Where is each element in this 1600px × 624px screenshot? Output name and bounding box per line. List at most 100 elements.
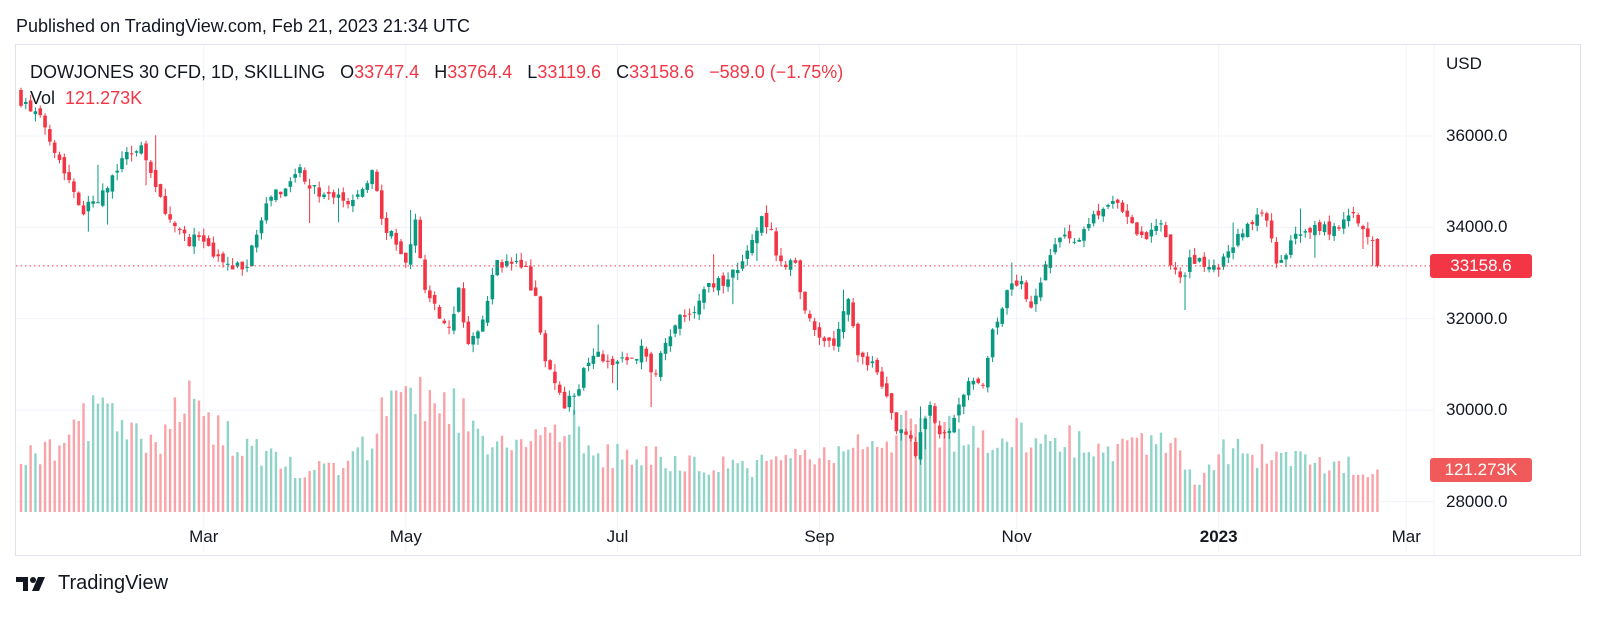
candle-body — [610, 358, 615, 366]
candle — [1221, 253, 1226, 270]
candle-body — [163, 195, 168, 214]
candle — [668, 329, 673, 352]
candle-body — [846, 298, 851, 315]
candle-body — [933, 406, 937, 423]
candle — [375, 169, 379, 192]
volume-bar — [1356, 474, 1360, 512]
volume-bar — [630, 464, 634, 512]
candle — [404, 252, 408, 269]
volume-bar — [621, 459, 624, 512]
volume-bar — [467, 431, 470, 512]
candle — [1159, 219, 1163, 232]
candle — [716, 276, 721, 296]
candle — [976, 377, 980, 385]
candle-body — [654, 373, 658, 375]
volume-bar — [188, 380, 191, 512]
candle — [654, 369, 658, 377]
candle — [274, 188, 278, 203]
candle-body — [759, 216, 764, 233]
volume-bar — [991, 449, 994, 512]
candle — [856, 322, 860, 363]
volume-bar — [866, 446, 869, 512]
volume-bar — [659, 456, 662, 512]
volume-bars — [19, 376, 1379, 512]
volume-bar — [1241, 453, 1244, 512]
candle — [649, 351, 653, 408]
volume-bar — [678, 470, 682, 512]
candle — [947, 428, 952, 439]
candle — [1168, 234, 1173, 270]
candle — [1067, 224, 1072, 244]
volume-bar — [289, 456, 292, 512]
volume-bar — [48, 439, 52, 512]
volume-bar — [255, 439, 258, 512]
candle-body — [649, 353, 653, 373]
volume-bar — [1352, 474, 1355, 512]
volume-bar — [904, 410, 908, 512]
candle-body — [201, 235, 206, 242]
volume-legend: Vol 121.273K — [30, 88, 142, 109]
candle-body — [307, 185, 312, 189]
candle — [562, 386, 567, 409]
candle — [28, 94, 33, 112]
candle — [437, 304, 442, 319]
candle — [259, 217, 264, 240]
candle-body — [125, 151, 129, 160]
volume-bar — [1053, 437, 1057, 512]
volume-bar — [587, 445, 590, 512]
volume-bar — [120, 420, 124, 512]
candle — [788, 258, 793, 277]
candle — [149, 159, 153, 179]
volume-bar — [149, 434, 153, 512]
candle — [1202, 252, 1207, 272]
candle — [336, 188, 341, 223]
volume-bar — [702, 472, 706, 512]
candle-body — [365, 183, 370, 190]
volume-bar — [505, 447, 509, 512]
candle-body — [1236, 234, 1240, 246]
candle-body — [1332, 226, 1336, 237]
candle — [206, 235, 211, 247]
volume-bar — [327, 462, 331, 512]
candle — [456, 287, 461, 313]
candles — [19, 87, 1380, 465]
candle-body — [375, 171, 379, 191]
volume-bar — [135, 423, 138, 512]
candle-body — [370, 170, 374, 185]
tradingview-logo[interactable]: TradingView — [16, 572, 168, 595]
candle-body — [817, 327, 822, 338]
candle — [177, 227, 182, 235]
candle-body — [1279, 260, 1284, 263]
tradingview-logo-icon — [16, 576, 45, 591]
volume-bar — [1001, 438, 1004, 512]
candle-body — [947, 431, 952, 433]
volume-bar — [19, 463, 23, 512]
candle-body — [586, 362, 591, 366]
candle — [1375, 238, 1380, 268]
candle — [327, 185, 331, 201]
volume-bar — [1251, 454, 1254, 512]
candle-body — [62, 157, 67, 174]
candle-body — [918, 432, 923, 460]
series-legend: DOWJONES 30 CFD, 1D, SKILLING O33747.4 H… — [30, 62, 843, 83]
volume-bar — [823, 447, 826, 512]
volume-bar — [544, 426, 547, 512]
candle-body — [72, 181, 76, 192]
candle — [918, 406, 923, 465]
candle-body — [995, 321, 1000, 328]
close-label: C — [616, 62, 630, 82]
volume-bar — [1111, 461, 1115, 512]
candle — [808, 310, 812, 322]
volume-bar — [548, 432, 552, 512]
volume-bar — [356, 447, 359, 512]
volume-bar — [1087, 452, 1091, 512]
volume-bar — [140, 438, 143, 512]
candle — [134, 150, 139, 157]
candle — [33, 107, 38, 122]
candle-body — [254, 234, 259, 248]
candle-body — [48, 129, 52, 142]
volume-bar — [803, 449, 807, 512]
volume-bar — [924, 415, 927, 512]
volume-bar — [1154, 444, 1158, 512]
